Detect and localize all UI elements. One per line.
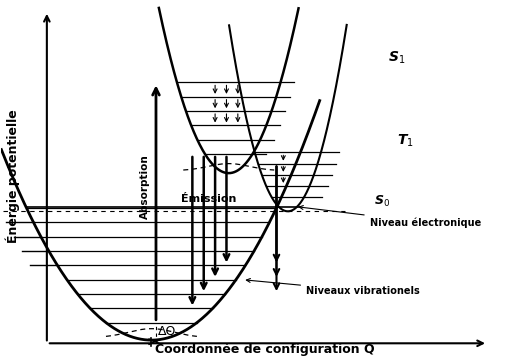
Text: Niveau électronique: Niveau électronique (299, 206, 480, 228)
Text: Émission: Émission (180, 194, 236, 204)
Text: S$_0$: S$_0$ (374, 194, 389, 209)
Text: Niveaux vibrationels: Niveaux vibrationels (246, 279, 419, 296)
Text: Absorption: Absorption (139, 154, 149, 219)
Text: Coordonnée de configuration Q: Coordonnée de configuration Q (155, 343, 374, 356)
Text: S$_1$: S$_1$ (387, 50, 405, 66)
Text: Énergie potentielle: Énergie potentielle (6, 109, 20, 243)
Text: T$_1$: T$_1$ (396, 132, 413, 149)
Text: ΔQ: ΔQ (158, 325, 176, 338)
